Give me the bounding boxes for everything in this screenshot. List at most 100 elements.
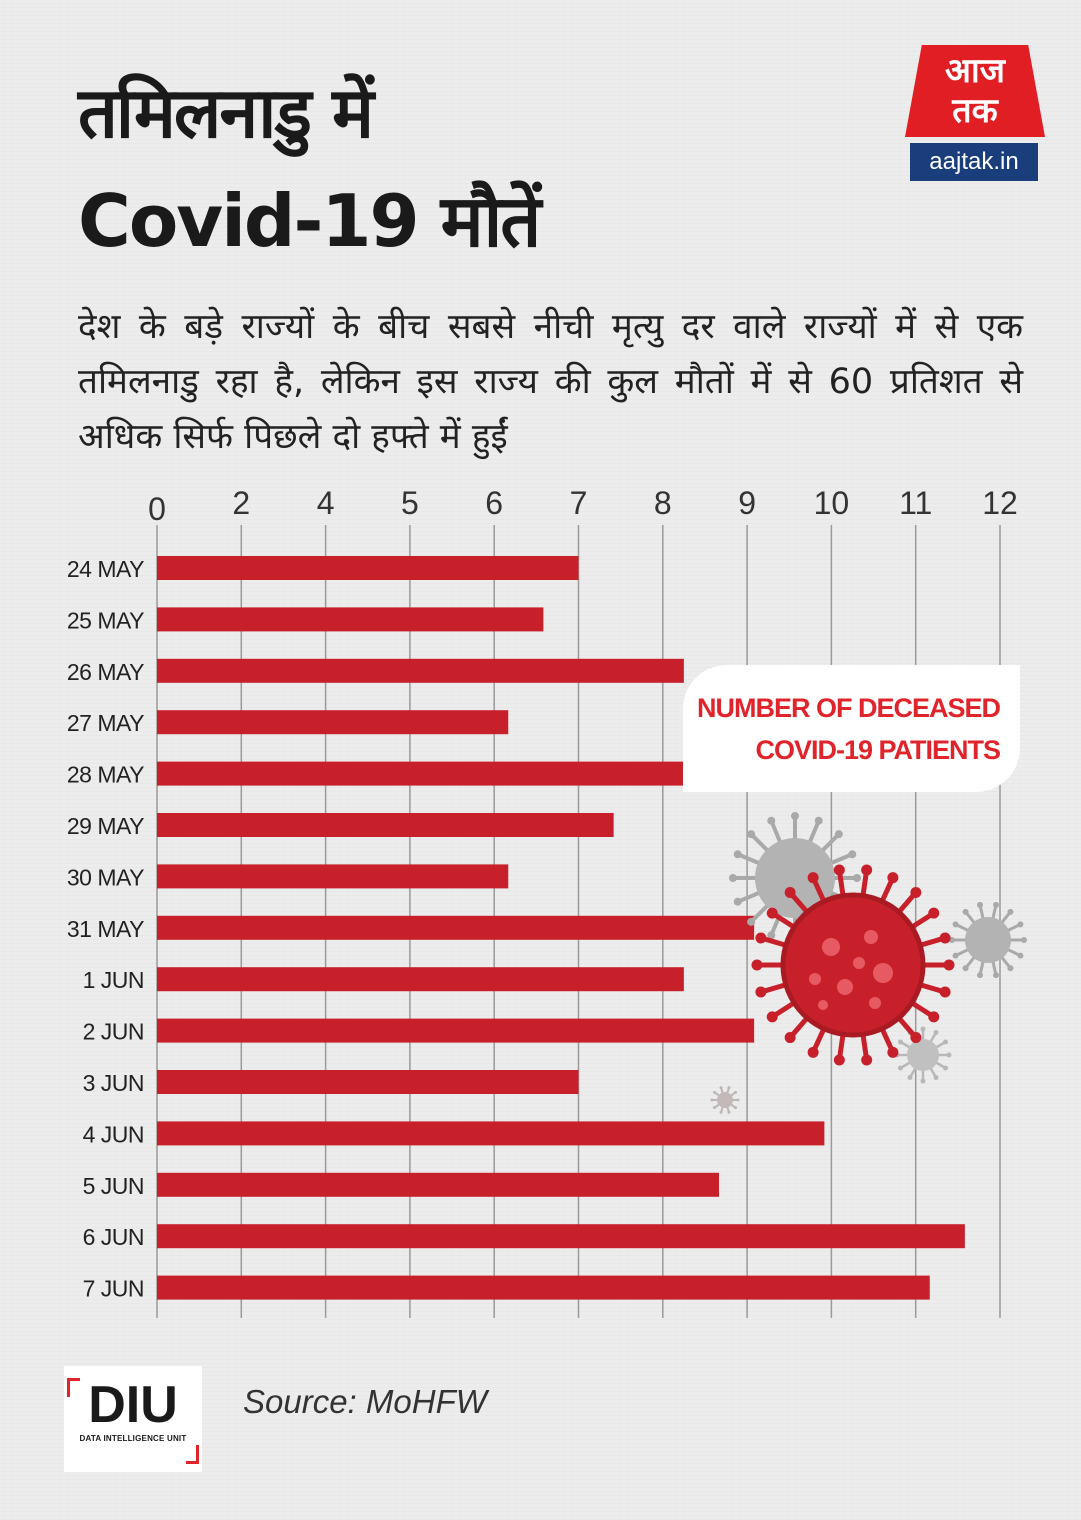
x-axis-ticks: 0 2 4 5 6 7 8 9 10 11 12 (148, 485, 1018, 527)
virus-spike-knob (747, 830, 756, 839)
virus-spike-knob (712, 1090, 716, 1094)
title-line-2: Covid-19 मौतें (78, 179, 541, 263)
bar (157, 710, 509, 735)
virus-spike-knob (719, 1086, 723, 1090)
virus-spike-knob (962, 908, 969, 915)
virus-spike-knob (719, 1110, 723, 1114)
virus-spike-knob (946, 1052, 952, 1058)
category-label: 7 JUN (83, 1276, 144, 1302)
virus-spike-knob (920, 1026, 926, 1032)
virus-spike-knob (712, 1106, 716, 1110)
virus-spike-knob (784, 886, 796, 898)
virus-spike-knob (928, 907, 940, 919)
bar (157, 1275, 930, 1300)
x-tick-label: 11 (899, 485, 932, 521)
virus-grey-small-icon (894, 1026, 952, 1084)
virus-spike-knob (897, 1065, 903, 1071)
virus-spike-knob (807, 872, 819, 884)
bar (157, 813, 614, 837)
virus-spike (749, 832, 771, 854)
virus-spike (736, 889, 763, 904)
virus-spike-knob (767, 931, 776, 940)
virus-spike-knob (733, 897, 742, 906)
x-tick-label: 2 (232, 485, 250, 521)
category-label: 27 MAY (67, 710, 144, 736)
bar (157, 1224, 965, 1249)
virus-spike-knob (734, 1106, 738, 1110)
bar (157, 864, 509, 889)
virus-spike-knob (791, 812, 799, 820)
bar (157, 1018, 755, 1043)
virus-spike-knob (920, 1078, 926, 1084)
virus-spike-knob (1007, 908, 1014, 915)
virus-spike-knob (848, 850, 857, 859)
diu-corner-icon (186, 1445, 199, 1464)
bar (157, 658, 684, 683)
virus-spike-knob (727, 1110, 731, 1114)
virus-red-icon (751, 864, 955, 1066)
virus-spike-knob (939, 932, 951, 944)
category-label: 29 MAY (67, 813, 144, 839)
virus-spike-knob (933, 1029, 939, 1035)
virus-spike-knob (833, 864, 845, 876)
virus-spike-knob (834, 830, 843, 839)
bar (157, 1172, 719, 1197)
aajtak-logo-line-2: तक (952, 91, 998, 131)
x-tick-label: 8 (654, 485, 672, 521)
virus-spike-knob (943, 959, 955, 971)
virus-spike (806, 819, 821, 846)
virus-spike (819, 832, 841, 854)
virus-spike-knob (710, 1098, 714, 1102)
virus-spike-knob (910, 886, 922, 898)
virus-grey-right-icon (949, 901, 1027, 979)
virus-spike-knob (939, 986, 951, 998)
bar (157, 1070, 579, 1094)
category-label: 6 JUN (83, 1224, 144, 1250)
x-tick-label: 4 (317, 485, 335, 521)
bar (157, 1121, 825, 1146)
virus-spike (749, 902, 771, 924)
virus-spike-knob (933, 1075, 939, 1081)
bar (157, 967, 684, 992)
virus-spike-knob (784, 1032, 796, 1044)
diu-corner-icon (67, 1378, 80, 1397)
diu-logo-mark: DIU (88, 1376, 178, 1434)
virus-spike-knob (807, 1046, 819, 1058)
category-label: 28 MAY (67, 762, 144, 788)
virus-spike-knob (910, 1032, 922, 1044)
virus-spike-knob (751, 959, 763, 971)
virus-spike-knob (976, 901, 983, 908)
virus-spike-knob (993, 901, 1000, 908)
bar (157, 607, 544, 632)
aajtak-url: aajtak.in (910, 143, 1038, 181)
x-tick-label: 9 (738, 485, 756, 521)
virus-spike-knob (853, 874, 861, 882)
virus-tiny-icon (710, 1086, 740, 1114)
category-label: 31 MAY (67, 916, 144, 942)
virus-spike-knob (767, 816, 776, 825)
category-label: 2 JUN (83, 1019, 144, 1045)
virus-spike-knob (952, 952, 959, 959)
virus-spike-knob (733, 850, 742, 859)
category-label: 3 JUN (83, 1070, 144, 1096)
virus-illustration (710, 812, 1027, 1114)
x-tick-label: 10 (814, 485, 850, 521)
virus-spike-knob (928, 1011, 940, 1023)
category-label: 25 MAY (67, 607, 144, 633)
virus-spike (736, 852, 763, 867)
x-tick-label: 5 (401, 485, 419, 521)
virus-spike-knob (747, 917, 756, 926)
category-label: 4 JUN (83, 1121, 144, 1147)
virus-spike-knob (976, 972, 983, 979)
bars (157, 556, 965, 1300)
title-line-1: तमिलनाडु में (78, 72, 374, 154)
virus-spike (827, 852, 854, 867)
legend-line-1: NUMBER OF DECEASED (696, 693, 1001, 723)
virus-spike-knob (1021, 937, 1027, 943)
virus-spike-knob (1007, 965, 1014, 972)
virus-spike-knob (734, 1090, 738, 1094)
virus-spike-knob (729, 874, 737, 882)
category-label: 30 MAY (67, 864, 144, 890)
virus-spike-knob (833, 1054, 845, 1066)
category-label: 24 MAY (67, 556, 144, 582)
